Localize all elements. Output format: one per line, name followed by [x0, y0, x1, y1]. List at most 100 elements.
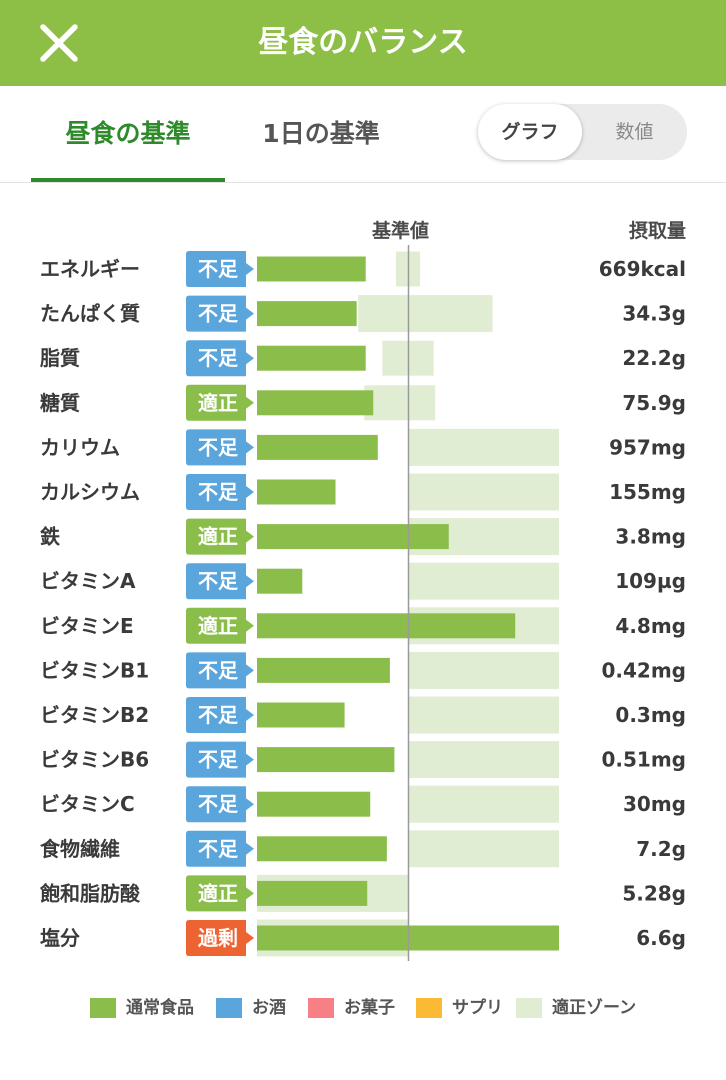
intake-bar [257, 657, 390, 683]
intake-bar [257, 702, 345, 728]
status-label: 適正 [198, 881, 238, 905]
toggle-graph[interactable]: グラフ [478, 104, 582, 160]
status-label: 不足 [198, 569, 239, 593]
status-badge [186, 251, 254, 287]
status-label: 適正 [198, 525, 238, 549]
legend-swatch [90, 998, 116, 1018]
legend-swatch [516, 998, 542, 1018]
appropriate-zone [408, 651, 559, 689]
nutrient-name: 飽和脂肪酸 [40, 881, 141, 905]
tab-bar: 昼食の基準 1日の基準 グラフ 数値 [0, 86, 726, 183]
status-label: 不足 [198, 748, 239, 772]
legend-label: 適正ゾーン [552, 998, 637, 1018]
intake-bar [257, 836, 387, 862]
legend-label: お酒 [252, 998, 286, 1018]
legend-label: サプリ [452, 998, 503, 1018]
reference-header: 基準値 [372, 220, 430, 242]
status-label: 不足 [198, 302, 239, 326]
intake-bar [257, 613, 516, 639]
intake-value: 75.9g [622, 391, 686, 415]
nutrient-name: 塩分 [40, 926, 80, 950]
nutrient-name: ビタミンC [40, 792, 135, 816]
view-toggle: グラフ 数値 [478, 104, 687, 160]
status-label: 不足 [198, 658, 239, 682]
intake-value: 0.51mg [601, 748, 686, 772]
intake-value: 957mg [609, 435, 686, 459]
status-badge [186, 697, 254, 733]
nutrient-name: ビタミンE [40, 614, 134, 638]
status-badge [186, 384, 254, 421]
nutrient-name: カリウム [40, 435, 120, 459]
status-label: 過剰 [198, 926, 238, 950]
status-label: 不足 [198, 257, 239, 281]
appropriate-zone [408, 830, 559, 868]
page-title: 昼食のバランス [258, 25, 468, 60]
nutrient-name: 糖質 [40, 391, 80, 415]
status-badge [186, 429, 254, 466]
appropriate-zone [408, 696, 559, 734]
nutrient-name: カルシウム [40, 480, 140, 504]
intake-header: 摂取量 [628, 220, 686, 242]
intake-value: 5.28g [622, 881, 686, 905]
legend-swatch [416, 998, 442, 1018]
appropriate-zone [408, 741, 559, 779]
legend-label: 通常食品 [126, 998, 194, 1018]
intake-value: 669kcal [599, 257, 686, 281]
status-label: 不足 [198, 837, 239, 861]
appropriate-zone [358, 295, 493, 333]
status-badge [186, 652, 254, 689]
intake-bar [257, 880, 368, 906]
status-badge [186, 741, 254, 778]
intake-value: 3.8mg [615, 525, 686, 549]
status-badge [186, 786, 254, 823]
intake-bar [257, 345, 366, 371]
status-badge [186, 340, 254, 377]
intake-value: 0.3mg [615, 703, 686, 727]
intake-value: 22.2g [622, 346, 686, 370]
close-button[interactable] [36, 22, 82, 64]
status-label: 適正 [198, 391, 238, 415]
intake-value: 109µg [615, 569, 686, 593]
intake-bar [257, 301, 357, 327]
status-badge [186, 920, 254, 956]
status-badge [186, 518, 254, 555]
intake-value: 6.6g [636, 926, 686, 950]
intake-value: 4.8mg [615, 614, 686, 638]
intake-bar [257, 524, 449, 550]
intake-bar [257, 791, 371, 817]
nutrient-name: エネルギー [40, 257, 140, 281]
legend-label: お菓子 [344, 998, 395, 1018]
intake-bar [257, 568, 303, 594]
intake-bar [257, 390, 374, 416]
intake-bar [257, 479, 336, 505]
status-label: 適正 [198, 614, 238, 638]
legend-swatch [308, 998, 334, 1018]
appropriate-zone [408, 785, 559, 823]
status-label: 不足 [198, 480, 239, 504]
close-icon [40, 24, 78, 62]
nutrient-name: 食物繊維 [40, 837, 120, 861]
tab-lunch-standard[interactable]: 昼食の基準 [31, 86, 225, 182]
nutrient-name: 脂質 [40, 346, 80, 370]
nutrient-name: たんぱく質 [40, 302, 140, 326]
appropriate-zone [408, 562, 559, 600]
intake-value: 34.3g [622, 302, 686, 326]
nutrient-name: ビタミンA [40, 569, 136, 593]
intake-value: 155mg [609, 480, 686, 504]
intake-bar [257, 434, 378, 460]
legend: 通常食品 お酒 お菓子 サプリ 適正ゾーン [90, 996, 710, 1020]
status-badge [186, 607, 254, 644]
appropriate-zone [364, 385, 436, 421]
nutrient-name: ビタミンB1 [40, 658, 149, 682]
nutrient-name: ビタミンB2 [40, 703, 149, 727]
nutrient-name: ビタミンB6 [40, 748, 149, 772]
status-badge [186, 875, 254, 912]
nutrient-name: 鉄 [40, 525, 60, 549]
tab-daily-standard[interactable]: 1日の基準 [262, 119, 380, 148]
status-label: 不足 [198, 792, 239, 816]
status-badge [186, 563, 254, 600]
appropriate-zone [408, 473, 559, 511]
toggle-values[interactable]: 数値 [615, 121, 654, 143]
intake-value: 0.42mg [601, 658, 686, 682]
appropriate-zone [408, 428, 559, 466]
